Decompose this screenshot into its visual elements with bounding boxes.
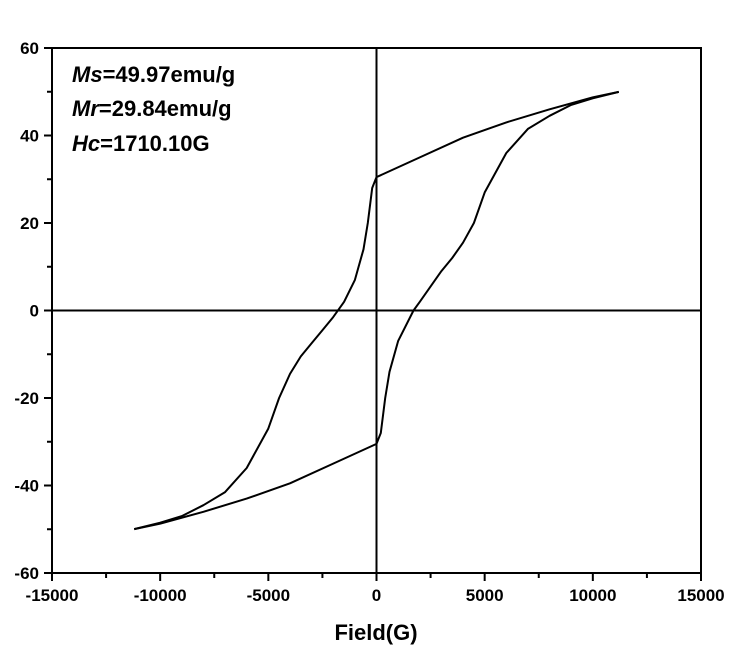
annotation-hc: Hc=1710.10G — [72, 131, 210, 156]
y-tick-label: 20 — [20, 214, 39, 233]
series-line-descending — [133, 90, 620, 531]
x-tick-label: -10000 — [134, 586, 187, 605]
x-axis-title: Field(G) — [334, 620, 417, 645]
y-tick-label: -20 — [14, 389, 39, 408]
y-tick-label: 40 — [20, 127, 39, 146]
x-tick-label: 5000 — [466, 586, 504, 605]
x-tick-label: -5000 — [247, 586, 290, 605]
series-line-ascending — [133, 90, 620, 531]
y-tick-label: 0 — [30, 302, 39, 321]
x-tick-label: -15000 — [26, 586, 79, 605]
y-tick-label: -60 — [14, 564, 39, 583]
annotations: Ms=49.97emu/g Mr=29.84emu/g Hc=1710.10G — [72, 62, 235, 156]
y-tick-label: -40 — [14, 477, 39, 496]
x-tick-label: 15000 — [677, 586, 724, 605]
y-tick-label: 60 — [20, 39, 39, 58]
series-layer — [133, 90, 620, 531]
x-tick-label: 10000 — [569, 586, 616, 605]
annotation-ms: Ms=49.97emu/g — [72, 62, 235, 87]
axes: -15000 -10000 -5000 0 5000 10000 15000 -60 -40 -2… — [14, 39, 724, 605]
annotation-mr: Mr=29.84emu/g — [72, 96, 232, 121]
x-tick-label: 0 — [372, 586, 381, 605]
